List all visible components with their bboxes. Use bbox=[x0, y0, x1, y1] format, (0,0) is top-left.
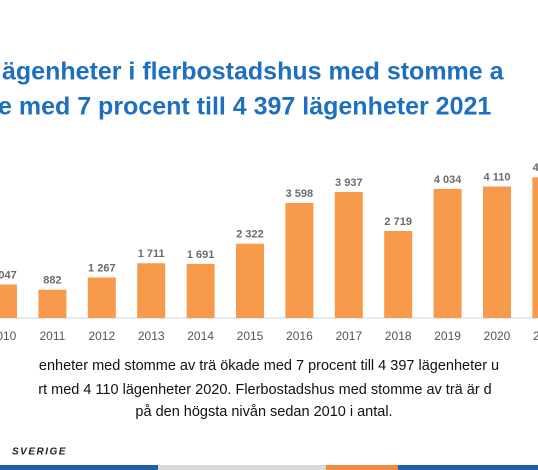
value-label: 2 719 bbox=[384, 216, 412, 228]
bar bbox=[532, 177, 538, 318]
bar bbox=[0, 284, 17, 318]
value-label: 4 397 bbox=[533, 162, 538, 174]
x-tick-label: 2021 bbox=[533, 329, 538, 343]
bar bbox=[137, 263, 166, 318]
footer-stripe bbox=[326, 465, 398, 470]
footer-stripe bbox=[0, 465, 158, 470]
bar bbox=[384, 230, 413, 318]
footer-stripe bbox=[398, 465, 538, 470]
value-label: 1 691 bbox=[187, 249, 215, 261]
description-line: enheter med stomme av trä ökade med 7 pr… bbox=[39, 358, 499, 374]
bar bbox=[285, 202, 314, 318]
value-label: 3 598 bbox=[286, 188, 314, 200]
logo: SVERIGE bbox=[12, 447, 67, 458]
value-label: 2 322 bbox=[236, 229, 264, 241]
x-tick-label: 2017 bbox=[335, 329, 362, 343]
bar bbox=[483, 186, 511, 318]
value-label: 4 110 bbox=[484, 171, 511, 183]
x-tick-label: 2010 bbox=[0, 329, 17, 343]
title-line: ägenheter i flerbostadshus med stomme a bbox=[2, 58, 505, 86]
x-tick-label: 2020 bbox=[484, 329, 511, 343]
value-label: 4 034 bbox=[434, 174, 462, 186]
value-label: 1 047 bbox=[0, 269, 17, 281]
bar bbox=[236, 243, 264, 318]
value-label: 882 bbox=[43, 275, 61, 287]
x-tick-label: 2011 bbox=[39, 329, 65, 343]
x-tick-label: 2012 bbox=[88, 329, 115, 343]
title-line: e med 7 procent till 4 397 lägenheter 20… bbox=[0, 93, 491, 121]
value-label: 1 267 bbox=[88, 262, 116, 274]
description-line: på den högsta nivån sedan 2010 i antal. bbox=[135, 404, 392, 420]
bar bbox=[87, 277, 116, 318]
x-tick-label: 2015 bbox=[237, 329, 264, 343]
value-label: 3 937 bbox=[335, 177, 363, 189]
bar bbox=[433, 188, 462, 318]
x-tick-label: 2019 bbox=[434, 329, 461, 343]
x-tick-label: 2014 bbox=[187, 329, 214, 343]
footer-stripe bbox=[158, 465, 326, 470]
description-line: rt med 4 110 lägenheter 2020. Flerbostad… bbox=[38, 382, 492, 398]
x-tick-label: 2016 bbox=[286, 329, 313, 343]
value-label: 1 711 bbox=[138, 248, 165, 260]
bar bbox=[186, 263, 215, 318]
bar bbox=[38, 289, 67, 318]
bar bbox=[334, 192, 363, 318]
x-tick-label: 2018 bbox=[385, 329, 412, 343]
x-tick-label: 2013 bbox=[138, 329, 165, 343]
